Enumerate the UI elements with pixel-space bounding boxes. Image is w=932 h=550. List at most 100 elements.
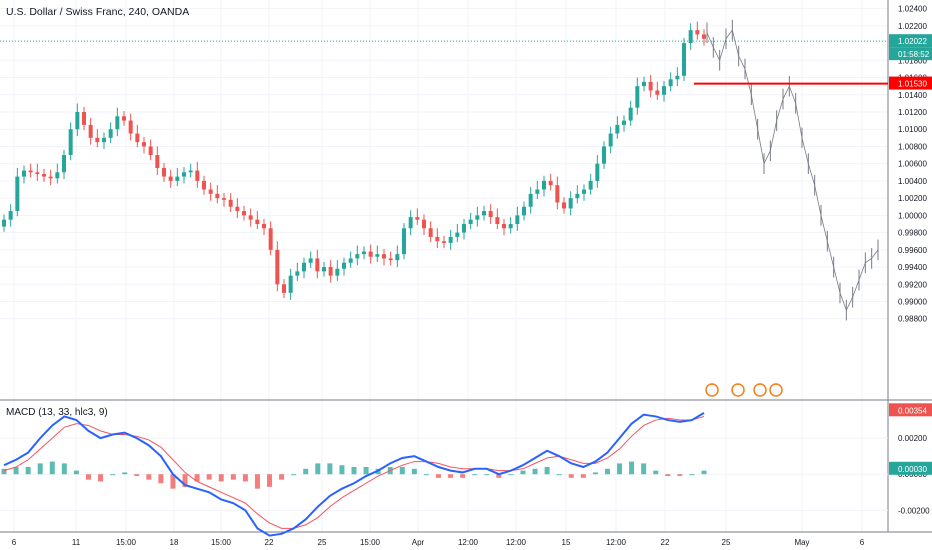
time-tick-label: 25 bbox=[722, 538, 731, 547]
macd-histogram-bar bbox=[170, 474, 176, 489]
candle-body bbox=[282, 284, 286, 293]
candle-body bbox=[15, 176, 20, 212]
macd-histogram-bar bbox=[267, 474, 273, 487]
candle-body bbox=[448, 236, 453, 243]
candle-body bbox=[75, 111, 80, 130]
candle-body bbox=[95, 137, 100, 143]
projection-line bbox=[858, 262, 866, 281]
macd-histogram-bar bbox=[73, 470, 79, 475]
candle-body bbox=[508, 223, 513, 229]
price-tick-label: 0.99200 bbox=[898, 280, 927, 289]
price-tick-label: 0.99600 bbox=[898, 246, 927, 255]
candle-body bbox=[628, 107, 633, 121]
candle-body bbox=[468, 219, 473, 224]
candle-body bbox=[228, 199, 233, 207]
candle-body bbox=[602, 146, 606, 164]
candle-body bbox=[642, 81, 646, 87]
time-tick-label: 11 bbox=[72, 538, 81, 547]
projection-line bbox=[719, 38, 727, 61]
macd-histogram-bar bbox=[448, 474, 454, 478]
candle-body bbox=[215, 193, 220, 199]
price-tick-label: 0.99400 bbox=[898, 263, 927, 272]
time-tick-label: 25 bbox=[318, 538, 327, 547]
event-icon bbox=[731, 383, 745, 397]
candle-body bbox=[335, 268, 340, 276]
time-tick-label: 6 bbox=[860, 538, 865, 547]
candle-body bbox=[48, 176, 53, 179]
candle-body bbox=[168, 176, 173, 181]
candle-body bbox=[22, 170, 26, 177]
candle-body bbox=[115, 116, 120, 130]
candle-body bbox=[482, 211, 486, 216]
candle-body bbox=[188, 170, 193, 173]
candle-body bbox=[342, 262, 346, 269]
macd-histogram-bar bbox=[49, 461, 55, 475]
price-tick-label: 0.99000 bbox=[898, 298, 927, 307]
price-tick-label: 1.01800 bbox=[898, 56, 927, 65]
time-tick-label: May bbox=[794, 538, 809, 547]
projection-line bbox=[782, 85, 790, 100]
last-price-label: 1.02022 bbox=[898, 37, 927, 46]
candle-body bbox=[488, 211, 493, 218]
projection-line bbox=[871, 249, 879, 259]
countdown-label: 01:58:52 bbox=[898, 50, 930, 59]
projection-line bbox=[744, 68, 752, 95]
candle-body bbox=[462, 223, 466, 233]
projection-line bbox=[820, 215, 828, 242]
projection-line bbox=[769, 120, 778, 151]
macd-histogram-bar bbox=[182, 474, 188, 487]
candle-body bbox=[302, 262, 306, 272]
candle-body bbox=[415, 217, 420, 220]
candle-body bbox=[668, 79, 673, 87]
candle-body bbox=[68, 129, 73, 156]
candle-body bbox=[528, 193, 533, 207]
candle-body bbox=[475, 215, 480, 220]
candle-body bbox=[575, 193, 580, 199]
macd-histogram-bar bbox=[568, 474, 574, 478]
candle-body bbox=[308, 258, 313, 263]
macd-histogram-bar bbox=[472, 474, 478, 476]
macd-histogram-bar bbox=[1, 468, 7, 475]
macd-histogram-bar bbox=[641, 463, 647, 475]
macd-histogram-bar bbox=[303, 468, 309, 475]
candle-body bbox=[435, 236, 440, 242]
price-tick-label: 1.00000 bbox=[898, 211, 927, 220]
candle-body bbox=[595, 163, 600, 181]
candle-body bbox=[655, 90, 660, 95]
candle-body bbox=[102, 137, 106, 143]
candle-body bbox=[388, 258, 393, 261]
candle-body bbox=[155, 155, 160, 168]
candle-body bbox=[428, 228, 433, 237]
projection-line bbox=[801, 137, 809, 164]
candle-body bbox=[315, 258, 320, 272]
macd-histogram-bar bbox=[339, 465, 345, 475]
price-tick-label: 1.02200 bbox=[898, 22, 927, 31]
macd-histogram-bar bbox=[520, 470, 526, 475]
macd-histogram-bar bbox=[291, 474, 297, 476]
macd-histogram-bar bbox=[61, 463, 67, 475]
countdown-badge bbox=[889, 47, 932, 61]
candle-body bbox=[355, 254, 360, 259]
candle-body bbox=[322, 267, 326, 272]
candle-body bbox=[368, 251, 373, 257]
macd-histogram-bar bbox=[194, 474, 200, 482]
candle-body bbox=[28, 170, 33, 173]
candle-body bbox=[382, 254, 386, 259]
macd-histogram-bar bbox=[629, 461, 635, 475]
candle-body bbox=[208, 189, 213, 194]
macd-histogram-bar bbox=[158, 474, 164, 484]
macd-histogram-bar bbox=[279, 474, 285, 480]
macd-histogram-bar bbox=[689, 474, 695, 476]
macd-histogram-bar bbox=[532, 468, 538, 475]
candle-body bbox=[202, 180, 206, 190]
macd-histogram-bar bbox=[604, 468, 610, 475]
projection-line bbox=[839, 292, 847, 311]
candle-body bbox=[135, 133, 140, 143]
macd-histogram-bar bbox=[460, 474, 466, 478]
candle-body bbox=[362, 251, 366, 255]
projection-line bbox=[788, 86, 797, 104]
macd-title: MACD (13, 33, hlc3, 9) bbox=[6, 407, 108, 418]
projection-line bbox=[807, 163, 816, 186]
candle-body bbox=[248, 215, 253, 220]
